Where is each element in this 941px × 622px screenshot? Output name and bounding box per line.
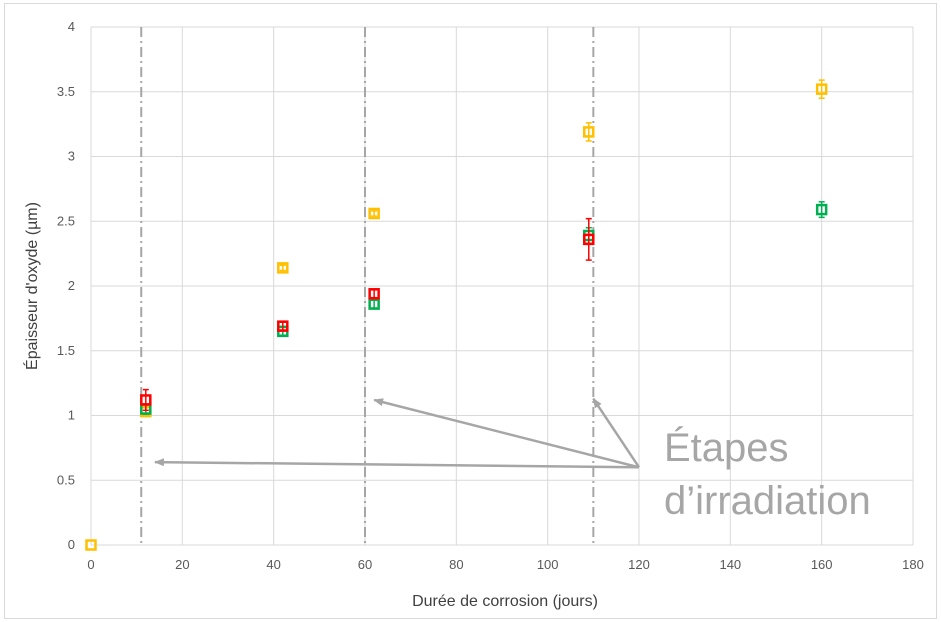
data-point: [583, 122, 595, 142]
data-point: [368, 207, 380, 220]
y-axis-title: Épaisseur d'oxyde (µm): [22, 202, 41, 370]
y-tick-label: 4: [68, 19, 75, 34]
data-point-marker: [368, 207, 380, 220]
data-point-marker: [277, 320, 289, 332]
chart-frame: [4, 3, 937, 619]
annotation-arrow: [373, 398, 640, 469]
y-tick-label: 0: [68, 537, 75, 552]
y-tick-label: 1.5: [57, 343, 75, 358]
y-tick-label: 2: [68, 278, 75, 293]
annotation-arrows: [153, 397, 641, 469]
data-point-marker: [583, 126, 595, 138]
irradiation-step-lines: [140, 27, 595, 545]
annotation-arrow: [592, 397, 641, 468]
x-tick-label: 20: [175, 557, 189, 572]
data-point-marker: [140, 394, 152, 406]
data-point: [277, 262, 289, 274]
data-point: [368, 298, 380, 310]
data-point: [85, 539, 97, 551]
y-tick-label: 3: [68, 149, 75, 164]
annotation-label-line1: Étapes: [664, 425, 789, 470]
annotation-label-line2: d’irradiation: [664, 479, 871, 523]
y-tick-label: 3.5: [57, 84, 75, 99]
x-tick-label: 140: [719, 557, 741, 572]
data-point-marker: [815, 203, 828, 216]
data-point: [583, 217, 595, 261]
x-tick-label: 0: [87, 557, 94, 572]
axes: 00.511.522.533.540 20 40 60 80 100 120 140 160 18…: [57, 19, 924, 572]
x-tick-label: 160: [811, 557, 833, 572]
data-point-marker: [815, 83, 828, 95]
grid: [90, 26, 914, 546]
data-point-marker: [368, 298, 380, 310]
data-point: [815, 201, 828, 219]
x-tick-label: 40: [266, 557, 280, 572]
annotation-arrow: [153, 458, 640, 469]
x-tick-label: 80: [449, 557, 463, 572]
x-tick-label: 180: [902, 557, 924, 572]
x-tick-label: 100: [537, 557, 559, 572]
data-point: [815, 79, 828, 99]
x-axis-title: Durée de corrosion (jours): [412, 593, 598, 610]
data-point-marker: [85, 539, 97, 551]
data-point: [368, 288, 380, 300]
data-point-marker: [583, 233, 595, 246]
x-tick-label: 60: [358, 557, 372, 572]
data-series: [85, 79, 828, 551]
x-tick-label: 120: [628, 557, 650, 572]
data-point: [277, 320, 289, 332]
y-tick-label: 0.5: [57, 472, 75, 487]
data-point-marker: [277, 262, 289, 274]
y-tick-label: 1: [68, 408, 75, 423]
data-point: [140, 388, 152, 412]
y-tick-label: 2.5: [57, 213, 75, 228]
data-point-marker: [368, 288, 380, 300]
